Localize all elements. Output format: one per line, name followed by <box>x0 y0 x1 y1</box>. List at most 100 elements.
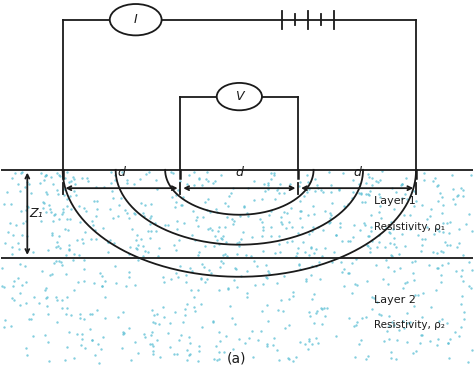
Point <box>146 221 154 227</box>
Point <box>197 301 204 307</box>
Point <box>401 191 409 197</box>
Point <box>186 265 193 271</box>
Point <box>310 211 318 217</box>
Point <box>99 273 106 279</box>
Point <box>54 239 61 245</box>
Point <box>45 311 52 317</box>
Point <box>272 250 279 256</box>
Point <box>61 357 69 363</box>
Point <box>188 232 196 238</box>
Point <box>215 356 222 362</box>
Point <box>15 182 22 187</box>
Point <box>81 229 89 235</box>
Point <box>312 246 320 252</box>
Point <box>248 253 255 259</box>
Point <box>468 267 474 273</box>
Point <box>82 208 90 214</box>
Point <box>181 306 189 312</box>
Point <box>387 349 395 355</box>
Point <box>63 252 70 258</box>
Point <box>66 216 73 222</box>
Point <box>15 246 23 252</box>
Point <box>395 251 403 257</box>
Point <box>356 227 364 232</box>
Point <box>210 244 218 249</box>
Point <box>11 170 19 176</box>
Point <box>377 215 384 221</box>
Text: I: I <box>134 13 137 26</box>
Point <box>185 334 192 340</box>
Point <box>81 266 88 272</box>
Point <box>261 189 269 194</box>
Point <box>22 218 30 224</box>
Point <box>267 170 274 176</box>
Point <box>332 232 340 238</box>
Point <box>23 179 31 185</box>
Point <box>385 313 393 318</box>
Point <box>375 191 383 197</box>
Point <box>111 263 118 269</box>
Point <box>310 321 318 327</box>
Point <box>9 244 16 250</box>
Point <box>309 341 316 347</box>
Point <box>443 220 451 226</box>
Point <box>254 337 262 343</box>
Point <box>174 274 182 280</box>
Point <box>325 169 332 175</box>
Point <box>428 304 435 310</box>
Point <box>147 332 155 338</box>
Point <box>285 296 293 302</box>
Point <box>154 311 161 317</box>
Point <box>243 268 250 274</box>
Point <box>449 186 457 192</box>
Point <box>346 270 353 276</box>
Point <box>182 312 189 318</box>
Point <box>420 177 428 183</box>
Point <box>222 333 229 339</box>
Point <box>45 358 53 364</box>
Point <box>224 203 232 209</box>
Point <box>55 216 63 222</box>
Point <box>289 358 297 364</box>
Point <box>46 202 53 208</box>
Point <box>214 209 221 215</box>
Point <box>92 213 100 219</box>
Point <box>173 247 180 253</box>
Point <box>365 234 373 239</box>
Point <box>430 231 438 237</box>
Point <box>367 212 374 218</box>
Point <box>410 270 417 276</box>
Point <box>66 193 74 199</box>
Point <box>264 343 271 349</box>
Point <box>307 245 314 251</box>
Point <box>60 192 67 197</box>
Ellipse shape <box>217 83 262 110</box>
Point <box>208 227 215 233</box>
Point <box>454 193 461 199</box>
Point <box>436 318 443 324</box>
Point <box>133 232 141 238</box>
Point <box>60 186 67 192</box>
Point <box>96 270 103 276</box>
Point <box>214 357 221 363</box>
Point <box>202 176 210 182</box>
Point <box>55 172 63 178</box>
Point <box>262 262 270 268</box>
Point <box>248 328 255 334</box>
Point <box>294 245 302 251</box>
Point <box>348 195 356 201</box>
Point <box>244 290 251 296</box>
Point <box>418 248 425 254</box>
Point <box>136 176 144 182</box>
Point <box>156 354 164 360</box>
Point <box>320 305 328 311</box>
Point <box>192 217 200 223</box>
Point <box>231 265 239 271</box>
Point <box>8 201 15 207</box>
Point <box>445 340 452 346</box>
Point <box>281 325 289 331</box>
Point <box>387 355 395 361</box>
Point <box>244 213 251 219</box>
Point <box>285 356 292 362</box>
Point <box>377 313 385 318</box>
